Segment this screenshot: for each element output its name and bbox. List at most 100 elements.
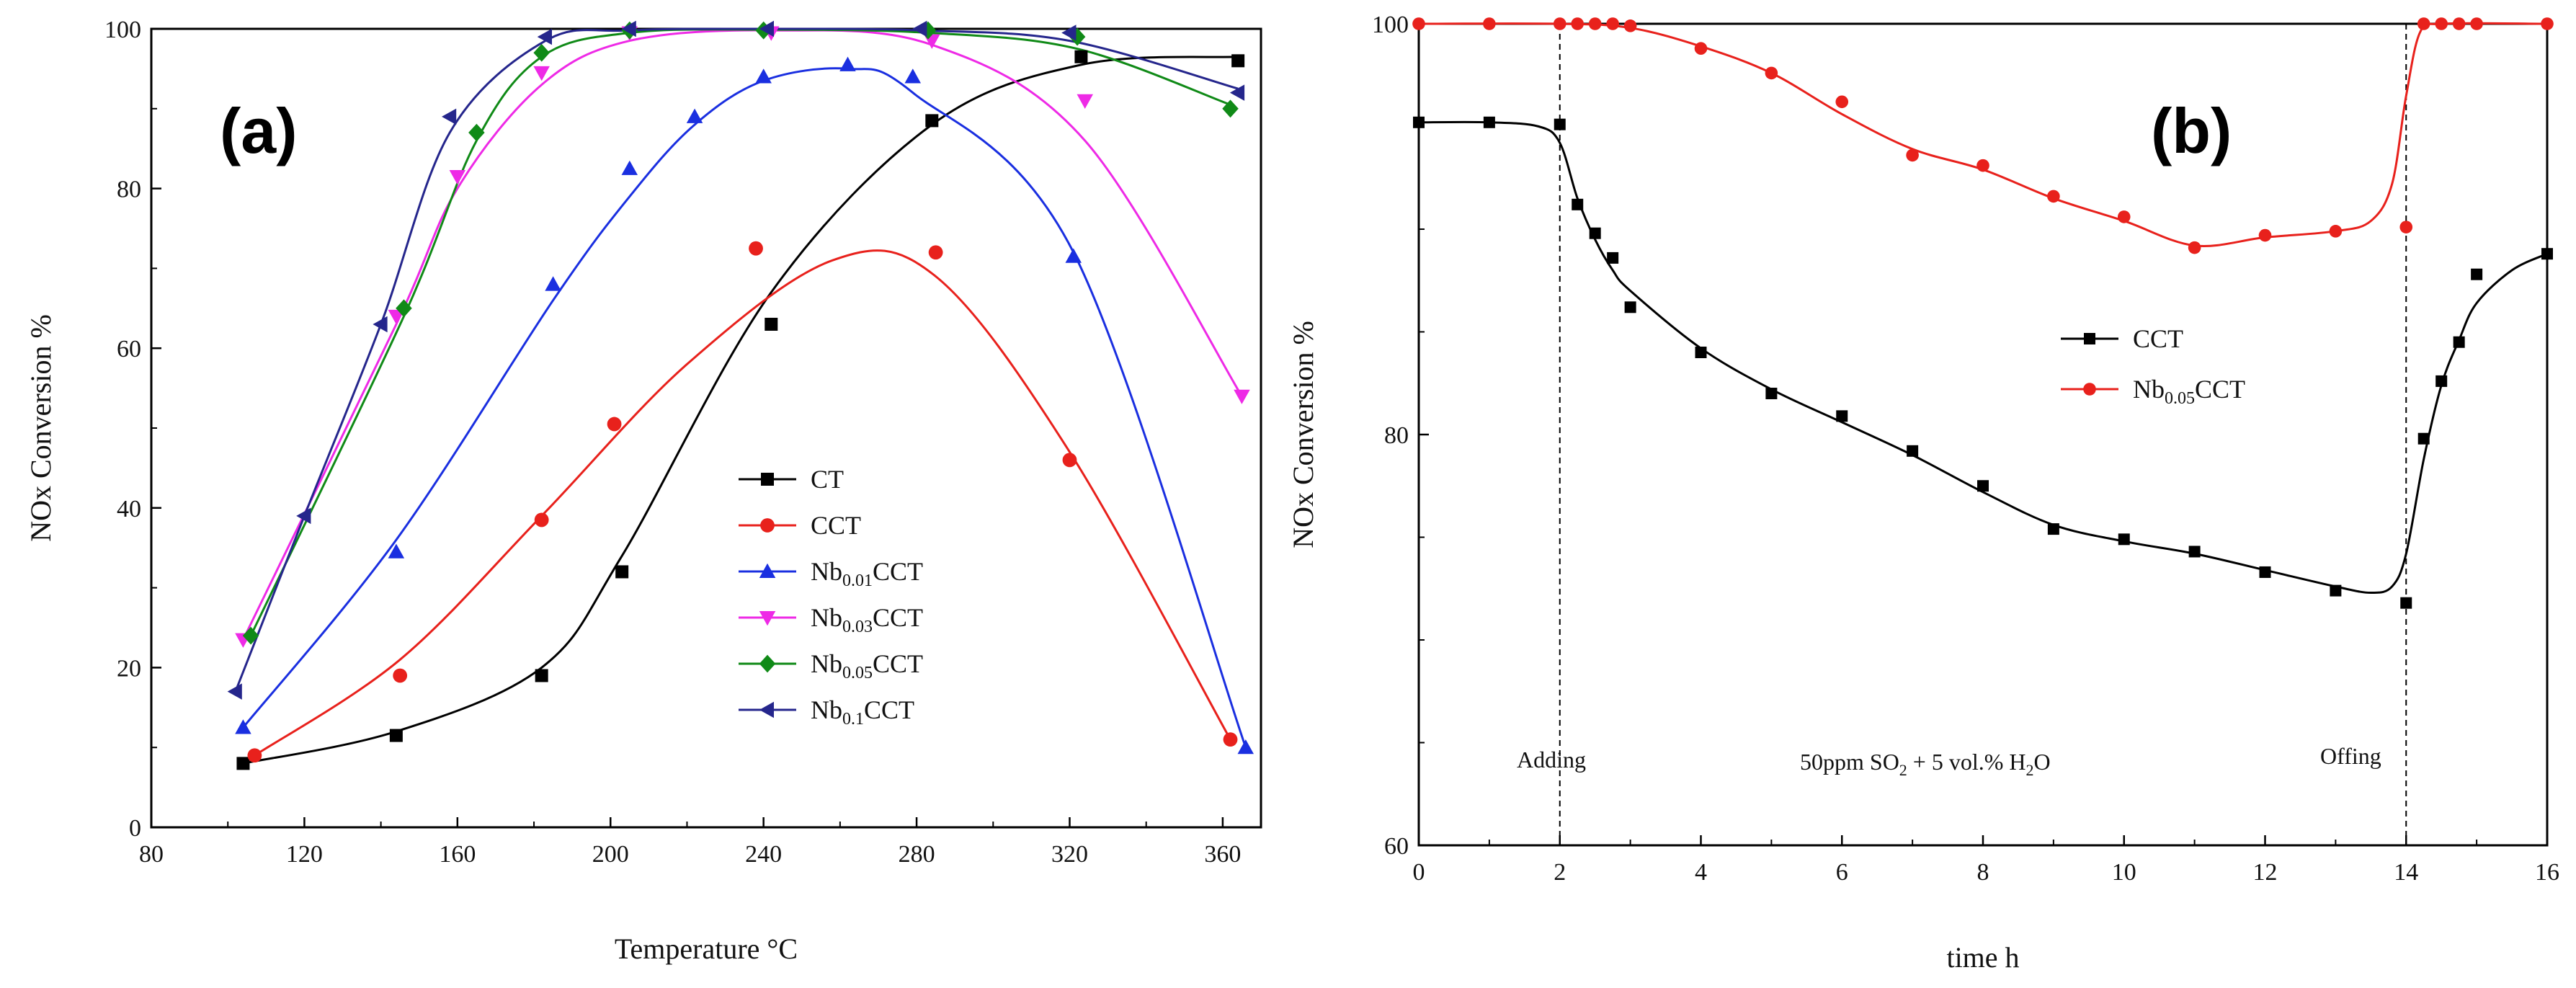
data-point-CCT [1413,116,1425,128]
data-point-CT [1231,54,1245,68]
legend-label-tail: CCT [873,557,923,586]
data-point-Nb0.05CCT [1906,148,1919,162]
data-point-CCT [1554,118,1566,130]
x-tick-label: 200 [592,841,629,868]
legend-label-tail: CCT [2195,375,2245,404]
legend-label-Nb0.05CCT: Nb0.05CCT [2133,375,2245,408]
panel-label-b: (b) [2151,95,2232,166]
x-tick-label: 280 [899,841,935,868]
data-point-Nb0.05CCT [2399,221,2413,233]
data-point-Nb0.05CCT [1222,99,1239,118]
series-line-Nb0.05CCT [249,28,1231,636]
data-point-Nb0.05CCT [533,43,550,62]
data-point-CCT [2471,268,2483,280]
x-tick-label: 16 [2535,859,2559,886]
data-point-CCT [749,241,763,256]
data-point-Nb0.01CCT [904,68,921,84]
x-tick-label: 120 [286,841,323,868]
data-point-Nb0.03CCT [449,170,466,185]
data-point-Nb0.05CCT [1606,17,1619,30]
x-tick-label: 240 [745,841,782,868]
data-point-Nb0.1CCT [912,20,927,37]
legend-label-sub: 0.03 [842,618,873,636]
data-point-CT [535,669,548,682]
axis-ticks-a: 80 120 160 200 240 280 320 360 0 20 40 60 80 100 [104,17,1241,868]
data-point-CCT [534,512,549,528]
x-axis-title-b: time h [1946,941,2019,974]
legend-label-Nb0.1CCT: Nb0.1CCT [811,695,914,729]
data-point-Nb0.1CCT [1229,84,1245,101]
x-tick-label: 80 [139,841,164,868]
x-tick-label: 14 [2394,859,2418,886]
data-point-Nb0.1CCT [442,108,457,125]
data-point-Nb0.03CCT [533,66,550,81]
legend-label-tail: CCT [873,603,923,632]
data-point-Nb0.01CCT [1237,739,1254,755]
data-point-CCT [2330,584,2342,597]
legend-label-sub: 0.01 [842,571,873,590]
data-point-Nb0.05CCT [1571,17,1585,30]
data-point-CCT [2417,432,2430,445]
legend-label-main: CCT [811,511,861,540]
data-point-CCT [1589,227,1601,239]
series-line-CCT [1418,120,2548,595]
data-point-Nb0.05CCT [2258,228,2272,242]
data-point-CT [389,729,403,742]
y-tick-label: 80 [117,177,141,203]
y-axis-title-a: NOx Conversion % [24,314,57,542]
legend-marker-Nb0.1CCT [759,701,774,718]
legend-label-tail: CCT [864,695,914,724]
series-curves-a [234,27,1247,765]
data-point-CCT [1624,301,1636,313]
data-point-Nb0.05CCT [2470,17,2483,30]
x-tick-label: 4 [1695,859,1707,886]
legend-marker-CCT [760,518,775,533]
legend-label-main: Nb [811,603,842,632]
data-point-Nb0.05CCT [2435,17,2448,30]
legend-marker-Nb0.05CCT [759,654,776,673]
legend-label-sub: 0.05 [842,664,873,682]
series-points-b [1412,17,2554,609]
data-point-CCT [1977,480,1989,492]
offing-annotation: Offing [2320,743,2381,769]
legend-label-CCT: CCT [2133,324,2183,353]
data-point-CCT [928,245,943,260]
x-tick-label: 160 [439,841,476,868]
data-point-Nb0.03CCT [1077,94,1093,109]
legend-label-Nb0.01CCT: Nb0.01CCT [811,557,923,590]
legend-marker-Nb0.01CCT [759,563,776,578]
y-tick-label: 60 [117,336,141,362]
legend-label-Nb0.05CCT: Nb0.05CCT [811,649,923,682]
series-points-a [227,20,1254,770]
data-point-CCT [2541,248,2553,260]
data-point-Nb0.05CCT [1694,42,1708,55]
legend-label-main: Nb [811,557,842,586]
data-point-Nb0.05CCT [2417,17,2430,30]
legend-marker-Nb0.05CCT [2083,383,2096,396]
data-point-Nb0.05CCT [1976,159,1989,172]
data-point-CCT [607,417,622,432]
condition-part-pre: 50ppm SO [1800,749,1899,775]
y-tick-label: 40 [117,496,141,522]
legend-label-sub: 0.05 [2165,389,2195,408]
plot-frame-b [1417,22,2549,847]
series-line-Nb0.1CCT [234,27,1239,693]
data-point-Nb0.01CCT [545,276,561,291]
legend-label-main: Nb [811,695,842,724]
data-point-Nb0.1CCT [621,20,636,37]
x-tick-label: 360 [1204,841,1241,868]
data-point-Nb0.1CCT [1061,25,1077,41]
legend-label-main: CCT [2133,324,2183,353]
legend-label-sub: 0.1 [842,710,864,729]
data-point-Nb0.05CCT [2541,17,2554,30]
y-axis-title-b: NOx Conversion % [1287,321,1319,548]
data-point-CCT [1765,388,1778,399]
y-tick-label: 80 [1384,422,1409,449]
data-point-Nb0.01CCT [755,68,772,84]
legend-label-main: Nb [2133,375,2165,404]
legend-marker-CCT [2084,333,2095,344]
data-point-Nb0.05CCT [2329,225,2343,238]
data-point-CT [765,317,778,331]
data-point-CCT [1695,347,1707,358]
